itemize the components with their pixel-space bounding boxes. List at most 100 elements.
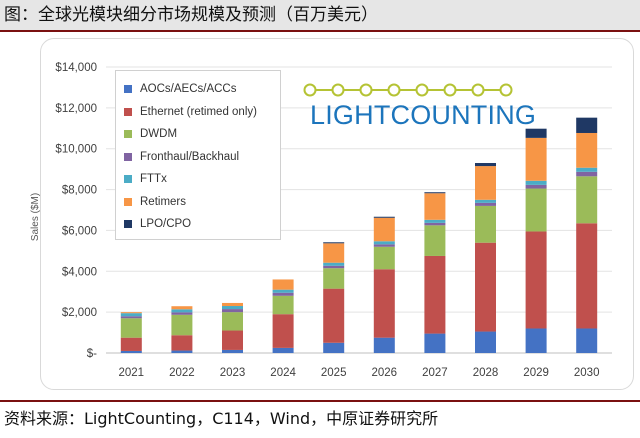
legend-label: AOCs/AECs/ACCs	[140, 83, 237, 95]
bar-segment	[576, 117, 598, 133]
logo-dot	[443, 83, 457, 97]
bar-segment	[171, 309, 193, 313]
y-tick-label: $4,000	[62, 266, 97, 278]
logo-dot	[387, 83, 401, 97]
legend: AOCs/AECs/ACCs Ethernet (retimed only) DWD…	[115, 70, 281, 240]
bar-segment	[576, 132, 598, 168]
source-note: 资料来源：LightCounting，C114，Wind，中原证券研究所	[4, 409, 439, 428]
bar-segment	[272, 347, 294, 353]
bar-segment	[424, 222, 446, 226]
x-tick-label: 2025	[321, 367, 347, 379]
y-tick-label: $6,000	[62, 225, 97, 237]
bar-segment	[373, 241, 395, 245]
y-tick-label: $2,000	[62, 307, 97, 319]
bar-segment	[323, 262, 345, 266]
bar-segment	[576, 176, 598, 224]
bar-segment	[373, 244, 395, 247]
bar-segment	[323, 242, 345, 244]
logo-dot	[471, 83, 485, 97]
bar-segment	[120, 312, 142, 314]
bar-segment	[475, 202, 496, 206]
bar-segment	[272, 289, 294, 293]
bar-segment	[525, 184, 547, 189]
bar-segment	[373, 217, 395, 242]
bar-segment	[576, 328, 598, 353]
bar-segment	[424, 255, 446, 334]
logo-dot	[331, 83, 345, 97]
y-axis: $- $2,000 $4,000 $6,000 $8,000 $10,000 $12,000…	[55, 62, 97, 360]
bar-segment	[120, 318, 142, 338]
bar-segment	[120, 313, 142, 317]
x-tick-label: 2022	[169, 367, 195, 379]
bar-segment	[424, 219, 446, 223]
legend-label: Retimers	[140, 195, 187, 208]
bar-segment	[475, 163, 496, 167]
bar-segment	[576, 171, 598, 177]
bar-segment	[171, 306, 193, 310]
bar-segment	[171, 314, 193, 336]
bar-segment	[222, 330, 243, 350]
bar-segment	[424, 193, 446, 220]
bar-segment	[323, 268, 345, 289]
bar-segment	[475, 331, 496, 353]
logo-dot	[303, 83, 317, 97]
bar-segment	[171, 335, 193, 351]
x-tick-label: 2024	[270, 367, 296, 379]
bar-segment	[525, 188, 547, 232]
legend-swatch	[124, 175, 132, 183]
bar-segment	[323, 342, 345, 353]
y-tick-label: $-	[87, 348, 97, 360]
bar-segment	[272, 292, 294, 296]
x-tick-label: 2028	[473, 367, 499, 379]
logo-text: LIGHTCOUNTING	[310, 100, 537, 130]
bar-segment	[120, 316, 142, 319]
bar-segment	[222, 309, 243, 313]
logo-dot	[415, 83, 429, 97]
bar-segment	[323, 288, 345, 343]
x-tick-label: 2029	[523, 367, 549, 379]
logo-dot	[499, 83, 513, 97]
legend-swatch	[124, 130, 132, 138]
bar-segment	[475, 242, 496, 332]
bar-segment	[323, 265, 345, 269]
bar-segment	[222, 302, 243, 307]
bar-segment	[323, 243, 345, 263]
bar-segment	[525, 180, 547, 185]
bar-segment	[373, 269, 395, 338]
bars	[120, 117, 598, 353]
bar-segment	[222, 306, 243, 310]
bar-segment	[222, 312, 243, 331]
y-tick-label: $12,000	[55, 103, 97, 115]
bottom-divider	[0, 400, 640, 402]
legend-swatch	[124, 107, 132, 116]
bar-segment	[424, 333, 446, 353]
x-tick-label: 2027	[422, 367, 448, 379]
bar-segment	[272, 279, 294, 290]
bar-segment	[171, 350, 193, 353]
legend-label: FTTx	[140, 173, 167, 185]
legend-label: DWDM	[140, 128, 178, 140]
x-tick-label: 2030	[574, 367, 600, 379]
bar-segment	[424, 225, 446, 256]
bar-segment	[373, 246, 395, 270]
legend-label: Fronthaul/Backhaul	[140, 150, 240, 163]
x-tick-label: 2021	[119, 367, 145, 379]
bar-segment	[525, 128, 547, 138]
bar-segment	[475, 166, 496, 200]
y-tick-label: $14,000	[55, 62, 97, 74]
bar-segment	[576, 223, 598, 329]
bar-segment	[424, 192, 446, 194]
lightcounting-logo: LIGHTCOUNTING	[300, 78, 537, 130]
logo-dots-icon	[303, 83, 513, 97]
x-axis: 2021 2022 2023 2024 2025 2026 2027 2028 2029 2030	[119, 367, 600, 379]
y-axis-title: Sales ($M)	[30, 193, 41, 241]
y-tick-label: $8,000	[62, 185, 97, 197]
bar-segment	[475, 199, 496, 203]
bar-segment	[475, 205, 496, 243]
x-tick-label: 2026	[372, 367, 398, 379]
logo-dot	[359, 83, 373, 97]
bar-segment	[272, 314, 294, 348]
bar-segment	[171, 312, 193, 315]
legend-label: Ethernet (retimed only)	[140, 105, 257, 118]
